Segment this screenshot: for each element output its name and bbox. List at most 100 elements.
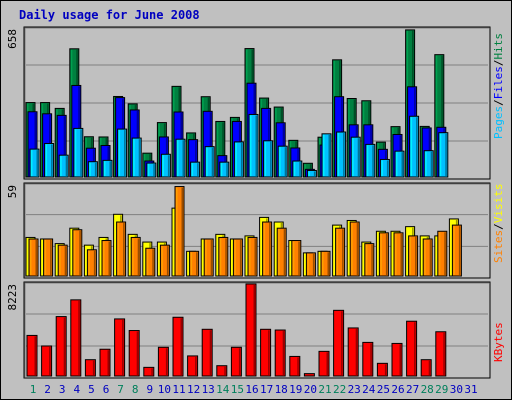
sites-bar: [130, 236, 141, 277]
legend-separator: /: [492, 223, 505, 230]
day-label: 26: [391, 383, 404, 396]
day-label: 20: [304, 383, 317, 396]
kbytes-legend: KBytes: [492, 322, 505, 362]
kbytes-bar: [260, 328, 272, 377]
sites-bar: [291, 240, 302, 277]
sites-bar: [203, 238, 214, 277]
day-label: 10: [158, 383, 171, 396]
day-label: 2: [44, 383, 51, 396]
sites-bar: [247, 236, 258, 277]
kbytes-bar: [128, 330, 140, 377]
day-label: 4: [73, 383, 80, 396]
kbytes-bar: [172, 316, 184, 377]
pages-bar: [146, 162, 157, 178]
day-label: 6: [103, 383, 110, 396]
day-label: 9: [146, 383, 153, 396]
day-label: 23: [348, 383, 361, 396]
day-label: 12: [187, 383, 200, 396]
sites-bar: [159, 244, 170, 277]
pages-legend-label: Pages: [492, 106, 505, 139]
pages-bar: [44, 142, 55, 178]
day-label: 31: [464, 383, 477, 396]
sites-bar: [145, 247, 156, 277]
pages-bar: [438, 132, 449, 178]
visits-sites-legend: Sites/Visits: [492, 184, 505, 264]
day-label: 11: [172, 383, 185, 396]
pages-bar: [29, 148, 40, 178]
kbytes-bar: [376, 362, 388, 377]
kbytes-bar: [391, 342, 403, 377]
pages-bar: [423, 150, 434, 178]
sites-bar: [393, 232, 404, 277]
day-label: 19: [289, 383, 302, 396]
kbytes-bar: [289, 355, 301, 377]
day-label: 22: [333, 383, 346, 396]
sites-bar: [28, 238, 39, 277]
day-label: 21: [318, 383, 331, 396]
pages-bar: [277, 145, 288, 178]
day-label: 1: [30, 383, 37, 396]
kbytes-bar: [143, 366, 155, 377]
sites-bar: [72, 229, 83, 277]
kbytes-bar: [303, 373, 315, 377]
sites-bar: [408, 235, 419, 277]
pages-bar: [58, 154, 69, 178]
pages-bar: [131, 137, 142, 178]
day-label: 17: [260, 383, 273, 396]
kbytes-bar: [230, 346, 242, 377]
day-label: 16: [245, 383, 258, 396]
kbytes-bar: [114, 318, 126, 377]
kbytes-bar: [347, 327, 359, 377]
pages-bar: [248, 113, 259, 178]
pages-bar: [263, 140, 274, 178]
pages-bar: [160, 153, 171, 178]
legend-separator: /: [492, 60, 505, 67]
sites-bar: [189, 250, 200, 277]
kbytes-bar: [84, 359, 96, 377]
pages-bar: [190, 161, 201, 178]
sites-bar: [378, 232, 389, 277]
kbytes-bar: [70, 299, 82, 377]
day-label: 3: [59, 383, 66, 396]
sites-bar: [101, 240, 112, 277]
kbytes-bar: [99, 348, 111, 377]
day-label: 27: [406, 383, 419, 396]
sites-bar: [86, 249, 97, 277]
pages-bar: [102, 159, 113, 178]
kbytes-bar: [318, 350, 330, 377]
sites-bar: [437, 230, 448, 277]
hits-legend-label: Hits: [492, 33, 505, 60]
sites-bar: [57, 244, 68, 277]
kbytes-bar: [435, 331, 447, 377]
day-label: 7: [117, 383, 124, 396]
day-label: 13: [202, 383, 215, 396]
pages-bar: [292, 160, 303, 178]
sites-bar: [451, 224, 462, 277]
kbytes-bar: [245, 283, 257, 377]
pages-bar: [394, 150, 405, 178]
pages-bar: [219, 161, 230, 178]
pages-bar: [233, 141, 244, 178]
pages-bar: [87, 161, 98, 178]
hits-files-pages-legend: Pages/Files/Hits: [492, 33, 505, 139]
sites-bar: [232, 238, 243, 277]
kbytes-bar: [274, 329, 286, 377]
kbytes-max-label: 8223: [6, 284, 19, 311]
kbytes-bar: [41, 345, 53, 377]
sites-bar: [422, 238, 433, 277]
pages-bar: [409, 115, 420, 178]
sites-bar: [43, 238, 54, 277]
sites-legend-label: Sites: [492, 230, 505, 263]
pages-bar: [379, 158, 390, 178]
kbytes-bar: [201, 328, 213, 377]
day-label: 29: [435, 383, 448, 396]
sites-bar: [335, 227, 346, 277]
chart-title: Daily usage for June 2008: [19, 8, 200, 22]
kbytes-legend-label: KBytes: [492, 322, 505, 362]
files-legend-label: Files: [492, 66, 505, 99]
day-label: 18: [275, 383, 288, 396]
pages-bar: [204, 146, 215, 178]
legend-separator: /: [492, 99, 505, 106]
kbytes-bar: [362, 341, 374, 377]
